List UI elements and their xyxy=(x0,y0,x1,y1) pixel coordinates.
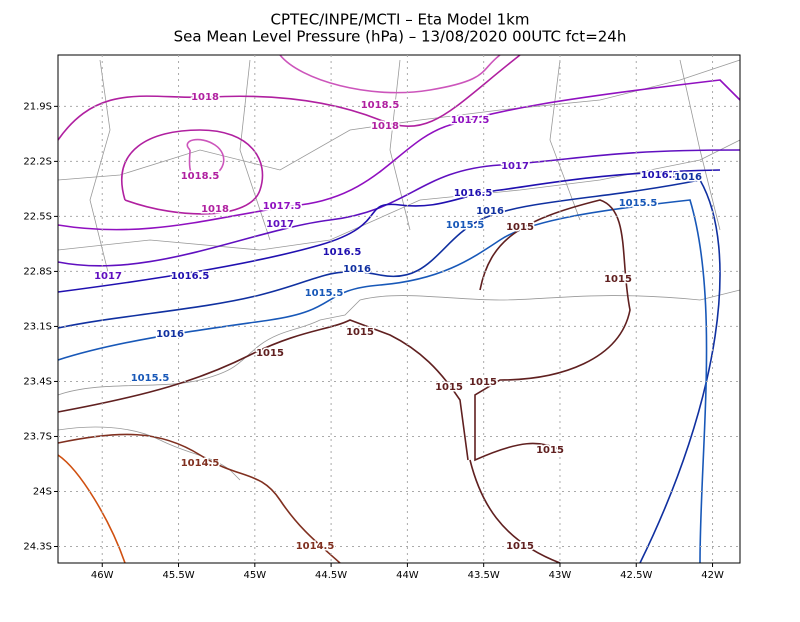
contour-line xyxy=(57,149,741,267)
contour-label: 1015 xyxy=(469,377,497,388)
contour-label: 1018 xyxy=(201,204,229,215)
border xyxy=(89,59,721,281)
contour-label: 1016 xyxy=(476,206,504,217)
y-tick-label: 22.5S xyxy=(23,211,52,222)
contour-label: 1015.5 xyxy=(131,373,170,384)
contour-label: 1015.5 xyxy=(305,288,344,299)
contour-line xyxy=(57,433,341,564)
contour-label: 1016 xyxy=(156,329,184,340)
y-tick-label: 22.2S xyxy=(23,156,52,167)
borders xyxy=(57,59,741,481)
contour-label: 1015 xyxy=(604,274,632,285)
contour-label: 1018 xyxy=(191,92,219,103)
contour-label: 1015 xyxy=(346,327,374,338)
x-tick-label: 42W xyxy=(701,570,724,581)
contour-line xyxy=(57,54,521,215)
contour-label: 1018.5 xyxy=(361,100,400,111)
contour-label: 1015 xyxy=(506,541,534,552)
contour-label: 1018 xyxy=(371,121,399,132)
title: CPTEC/INPE/MCTI – Eta Model 1km xyxy=(271,11,530,29)
contour-label: 1017 xyxy=(266,219,294,230)
contours xyxy=(57,54,741,564)
contour-line xyxy=(57,199,631,564)
contour-label: 1016.5 xyxy=(641,170,680,181)
border xyxy=(57,59,741,181)
subtitle: Sea Mean Level Pressure (hPa) – 13/08/20… xyxy=(174,28,627,46)
contour-label: 1016.5 xyxy=(323,247,362,258)
contour-label: 1016.5 xyxy=(171,271,210,282)
contour-label: 1015 xyxy=(256,348,284,359)
contour-line xyxy=(57,79,741,231)
contour-line xyxy=(186,54,501,179)
x-tick-label: 45.5W xyxy=(162,570,194,581)
contour-label: 1015 xyxy=(536,445,564,456)
x-tick-label: 46W xyxy=(91,570,114,581)
contour-line xyxy=(57,454,126,564)
contour-label: 1015.5 xyxy=(619,198,658,209)
contour-line xyxy=(57,179,721,564)
contour-label: 1014.5 xyxy=(181,458,220,469)
contour-label: 1016 xyxy=(674,172,702,183)
x-tick-label: 44W xyxy=(396,570,419,581)
y-tick-label: 23.7S xyxy=(23,431,52,442)
contour-label: 1014.5 xyxy=(296,541,335,552)
y-tick-label: 23.1S xyxy=(23,321,52,332)
x-tick-label: 45W xyxy=(244,570,267,581)
x-tick-label: 43W xyxy=(549,570,572,581)
coastline xyxy=(57,426,241,481)
contour-label: 1015.5 xyxy=(446,220,485,231)
y-tick-label: 21.9S xyxy=(23,101,52,112)
y-tick-label: 24S xyxy=(33,486,52,497)
y-tick-label: 23.4S xyxy=(23,376,52,387)
contour-label: 1017.5 xyxy=(451,115,490,126)
y-tick-label: 22.8S xyxy=(23,266,52,277)
x-tick-label: 43.5W xyxy=(468,570,500,581)
contour-label: 1017 xyxy=(501,161,529,172)
contour-label: 1015 xyxy=(506,222,534,233)
x-tick-label: 42.5W xyxy=(620,570,652,581)
y-tick-label: 24.3S xyxy=(23,541,52,552)
contour-label: 1016.5 xyxy=(454,188,493,199)
contour-line xyxy=(57,199,708,564)
x-tick-label: 44.5W xyxy=(315,570,347,581)
contour-label: 1015 xyxy=(435,382,463,393)
contour-label: 1017.5 xyxy=(263,201,302,212)
contour-line xyxy=(57,169,721,293)
map-frame xyxy=(57,54,741,564)
contour-label: 1018.5 xyxy=(181,171,220,182)
contour-label: 1016 xyxy=(343,264,371,275)
contour-label: 1017 xyxy=(94,271,122,282)
border xyxy=(57,139,741,251)
